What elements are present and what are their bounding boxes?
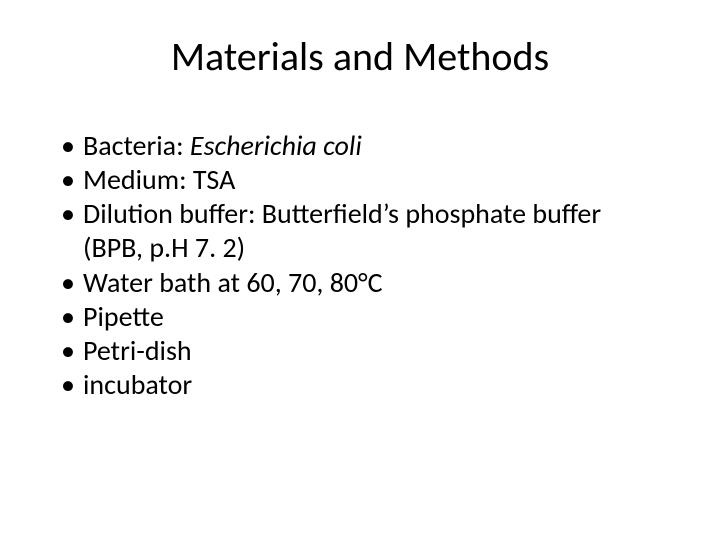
item-prefix: Petri-dish — [83, 333, 192, 368]
list-item: Medium: TSA — [55, 163, 665, 197]
item-prefix: Bacteria: — [83, 128, 190, 163]
item-prefix: Dilution buffer: Butterfield’s phosphate… — [83, 196, 601, 265]
slide: Materials and Methods Bacteria: Escheric… — [0, 0, 720, 540]
item-prefix: incubator — [83, 367, 192, 402]
slide-title: Materials and Methods — [55, 32, 665, 81]
bullet-list: Bacteria: Escherichia coli Medium: TSA D… — [55, 129, 665, 402]
list-item: Petri-dish — [55, 334, 665, 368]
item-prefix: Medium: TSA — [83, 162, 235, 197]
list-item: Bacteria: Escherichia coli — [55, 129, 665, 163]
item-prefix: Pipette — [83, 299, 164, 334]
list-item: Pipette — [55, 300, 665, 334]
list-item: Dilution buffer: Butterfield’s phosphate… — [55, 197, 665, 265]
item-prefix: Water bath at 60, 70, 80°C — [83, 265, 383, 300]
item-italic: Escherichia coli — [190, 128, 362, 163]
list-item: Water bath at 60, 70, 80°C — [55, 266, 665, 300]
list-item: incubator — [55, 368, 665, 402]
